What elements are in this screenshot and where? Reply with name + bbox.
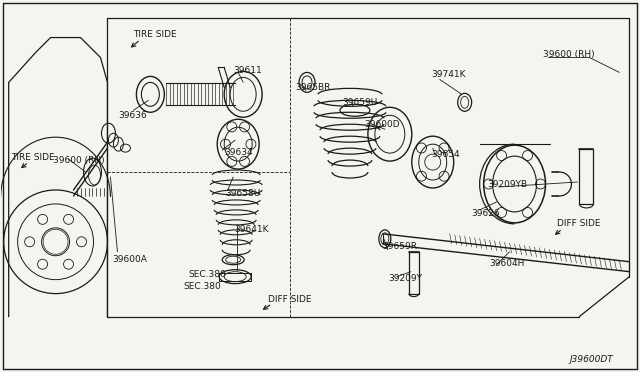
Bar	[579, 149, 593, 204]
Text: 39600A: 39600A	[113, 255, 147, 264]
Text: 39209Y: 39209Y	[388, 274, 422, 283]
Text: 39741K: 39741K	[432, 70, 467, 79]
Text: 39659R: 39659R	[382, 242, 417, 251]
Text: J39600DT: J39600DT	[570, 355, 613, 364]
Text: DIFF SIDE: DIFF SIDE	[268, 295, 312, 304]
Text: 39654: 39654	[432, 150, 460, 158]
Text: 39611: 39611	[233, 66, 262, 75]
Text: 3965BR: 3965BR	[295, 83, 330, 92]
Text: 39636: 39636	[118, 111, 147, 120]
Text: 39641K: 39641K	[234, 225, 269, 234]
Text: 39600 (RH): 39600 (RH)	[52, 155, 104, 164]
Text: 39659U: 39659U	[342, 98, 377, 107]
Text: 39604H: 39604H	[490, 259, 525, 268]
Text: DIFF SIDE: DIFF SIDE	[557, 219, 601, 228]
Text: 39658U: 39658U	[225, 189, 260, 199]
Text: 39626: 39626	[472, 209, 500, 218]
Text: 39600D: 39600D	[364, 120, 399, 129]
Text: 39600 (RH): 39600 (RH)	[543, 50, 594, 59]
Text: TIRE SIDE: TIRE SIDE	[11, 153, 54, 161]
Text: 39209YB: 39209YB	[488, 180, 528, 189]
Text: TIRE SIDE: TIRE SIDE	[133, 30, 177, 39]
Text: SEC.380: SEC.380	[183, 282, 221, 291]
Text: 39634: 39634	[224, 148, 253, 157]
Bar	[409, 252, 419, 294]
Text: SEC.380: SEC.380	[188, 270, 226, 279]
